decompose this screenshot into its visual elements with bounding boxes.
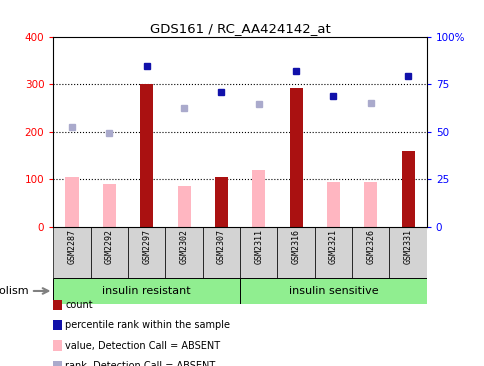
- Bar: [289, 88, 302, 227]
- Bar: [389, 227, 426, 278]
- Text: GSM2292: GSM2292: [105, 229, 114, 265]
- Text: metabolism: metabolism: [0, 286, 29, 296]
- Text: percentile rank within the sample: percentile rank within the sample: [65, 320, 230, 330]
- Text: GSM2307: GSM2307: [216, 229, 226, 265]
- Text: GSM2302: GSM2302: [179, 229, 188, 265]
- Bar: [128, 227, 165, 278]
- Text: GSM2331: GSM2331: [403, 229, 412, 265]
- Text: GSM2321: GSM2321: [328, 229, 337, 265]
- Bar: [214, 177, 227, 227]
- Bar: [165, 227, 202, 278]
- Bar: [103, 184, 116, 227]
- Text: GSM2311: GSM2311: [254, 229, 263, 265]
- Bar: [401, 151, 414, 227]
- Bar: [252, 170, 265, 227]
- Bar: [91, 227, 128, 278]
- Title: GDS161 / RC_AA424142_at: GDS161 / RC_AA424142_at: [150, 22, 330, 36]
- Bar: [53, 278, 240, 304]
- Bar: [177, 186, 190, 227]
- Bar: [314, 227, 351, 278]
- Bar: [351, 227, 389, 278]
- Text: GSM2326: GSM2326: [365, 229, 375, 265]
- Bar: [140, 84, 153, 227]
- Bar: [240, 227, 277, 278]
- Bar: [240, 278, 426, 304]
- Text: rank, Detection Call = ABSENT: rank, Detection Call = ABSENT: [65, 361, 215, 366]
- Text: count: count: [65, 300, 93, 310]
- Bar: [277, 227, 314, 278]
- Text: value, Detection Call = ABSENT: value, Detection Call = ABSENT: [65, 340, 220, 351]
- Bar: [53, 227, 91, 278]
- Text: insulin resistant: insulin resistant: [102, 286, 191, 296]
- Bar: [326, 182, 339, 227]
- Bar: [65, 177, 78, 227]
- Text: GSM2287: GSM2287: [67, 229, 76, 265]
- Text: GSM2297: GSM2297: [142, 229, 151, 265]
- Text: insulin sensitive: insulin sensitive: [288, 286, 378, 296]
- Bar: [363, 182, 377, 227]
- Bar: [202, 227, 240, 278]
- Text: GSM2316: GSM2316: [291, 229, 300, 265]
